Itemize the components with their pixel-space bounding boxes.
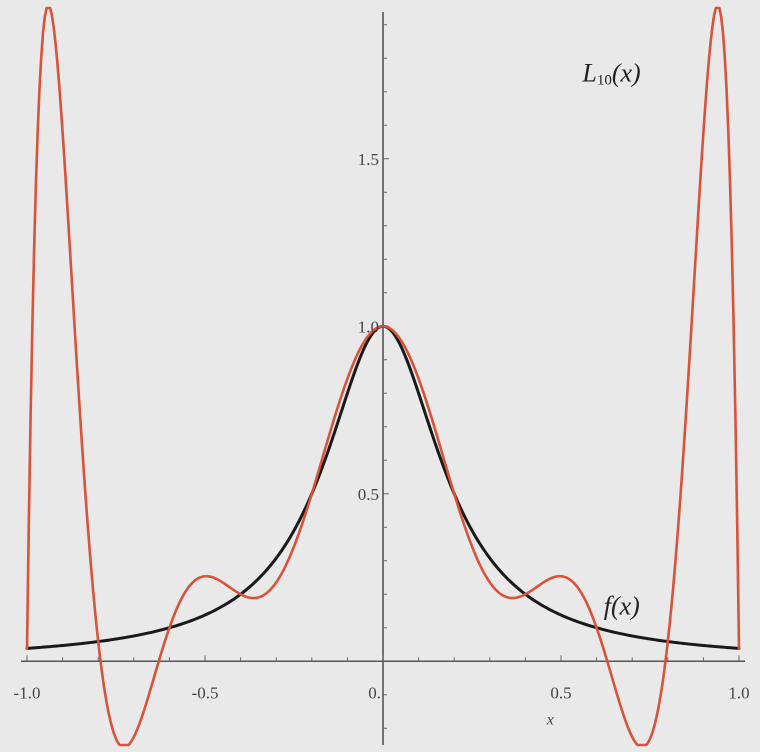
x-tick-label: -0.5 xyxy=(192,683,219,702)
series-label-part: 10 xyxy=(597,73,612,89)
series-label-part: (x) xyxy=(612,59,641,88)
x-axis-title: x xyxy=(546,711,554,728)
series-label-part: L xyxy=(581,59,596,88)
y-tick-label: 1.0 xyxy=(358,317,379,336)
y-tick-label: 1.5 xyxy=(358,150,379,169)
axes xyxy=(21,12,745,745)
series-group xyxy=(25,6,741,747)
x-tick-label: 0.5 xyxy=(550,683,571,702)
x-tick-label: 0. xyxy=(368,683,381,702)
x-tick-label: 1.0 xyxy=(728,683,749,702)
x-tick-label: -1.0 xyxy=(14,683,41,702)
series-line-l10 xyxy=(25,6,741,747)
series-label-f: f(x) xyxy=(604,591,640,620)
series-label-l10: L10(x) xyxy=(581,59,640,89)
series-label-part: f(x) xyxy=(604,591,640,620)
labels: -1.0 -0.5 0. 0.5 1.0 0.5 1.0 1.5 x L10(x) f(x) xyxy=(14,59,750,729)
y-tick-label: 0.5 xyxy=(358,485,379,504)
